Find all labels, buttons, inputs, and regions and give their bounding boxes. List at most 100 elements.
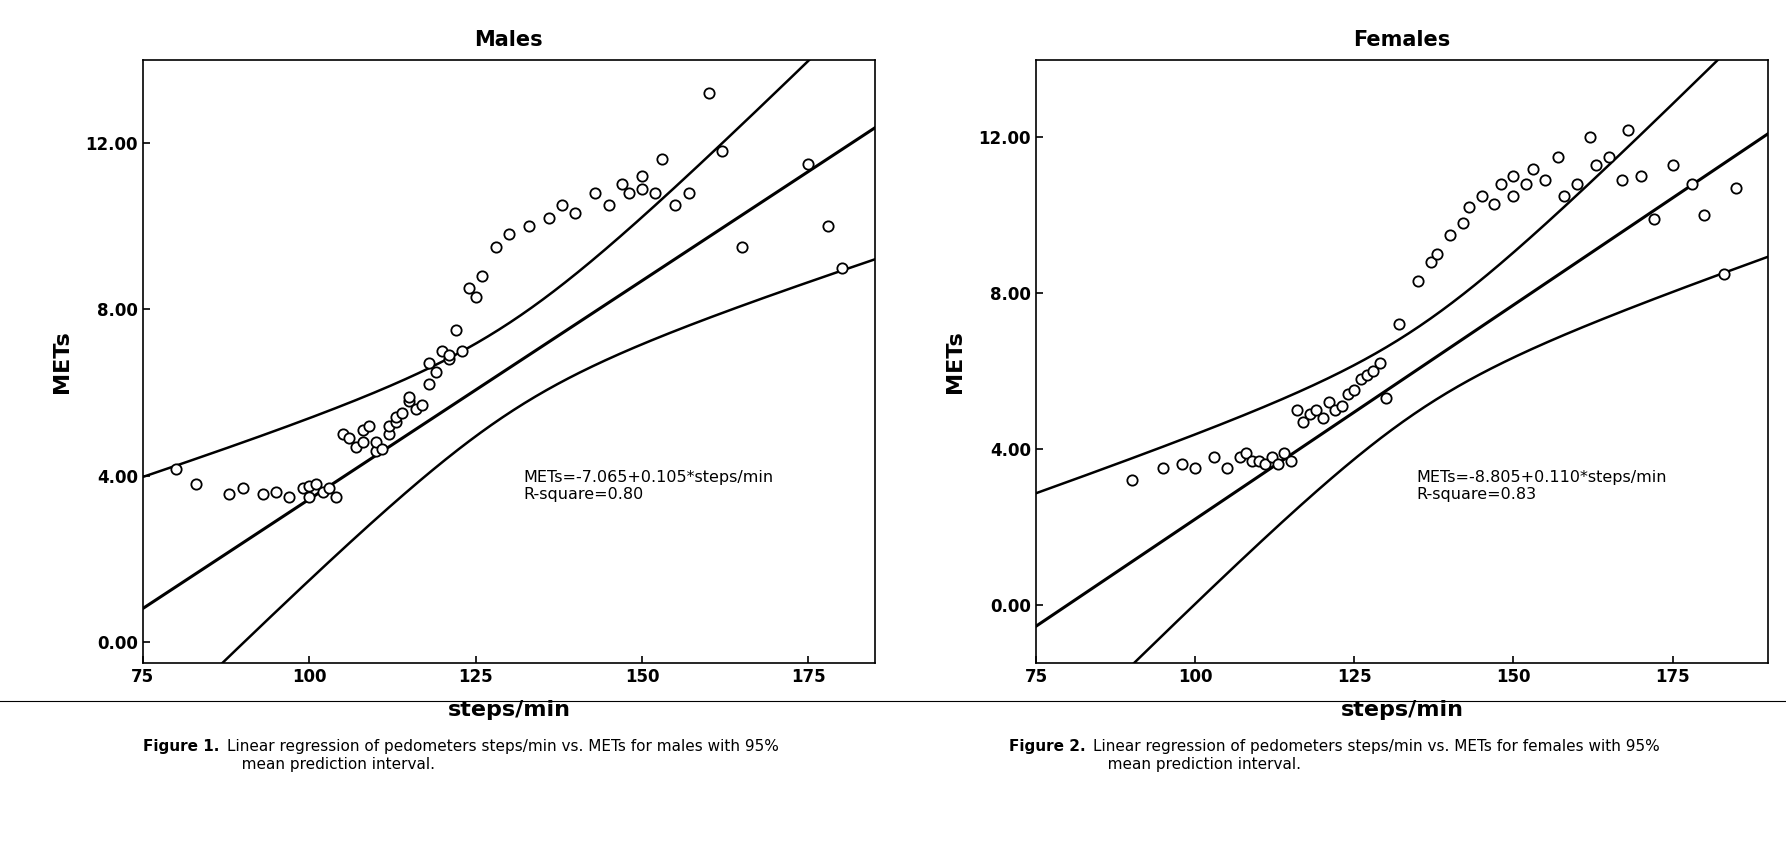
Point xyxy=(1550,189,1579,202)
Point xyxy=(468,269,497,283)
Point xyxy=(441,323,470,337)
Point xyxy=(434,348,463,362)
Point xyxy=(1677,178,1706,191)
Point xyxy=(1498,169,1527,183)
Point xyxy=(1232,446,1261,460)
Point xyxy=(229,481,257,495)
Point xyxy=(1423,247,1452,261)
Text: METs=-7.065+0.105*steps/min
R-square=0.80: METs=-7.065+0.105*steps/min R-square=0.8… xyxy=(523,470,773,502)
Y-axis label: METs: METs xyxy=(52,330,71,393)
Point xyxy=(1181,462,1209,475)
Point xyxy=(1659,158,1688,172)
Point xyxy=(1416,255,1445,269)
Point xyxy=(1289,415,1318,428)
Point xyxy=(1302,403,1331,416)
Point xyxy=(614,186,643,200)
Point xyxy=(661,198,689,212)
Point xyxy=(448,344,477,358)
Point xyxy=(814,219,843,233)
Point xyxy=(1615,122,1643,136)
Point xyxy=(1563,178,1591,191)
Point xyxy=(361,444,389,457)
Point xyxy=(455,281,484,295)
Point xyxy=(627,182,655,196)
Point xyxy=(648,153,677,167)
Title: Females: Females xyxy=(1354,30,1450,49)
Point xyxy=(1238,454,1266,468)
Point xyxy=(309,485,338,499)
Point xyxy=(1307,411,1336,424)
Point xyxy=(421,365,450,378)
Point xyxy=(214,488,243,502)
Point xyxy=(1148,462,1177,475)
Point xyxy=(1481,196,1509,210)
Point xyxy=(1270,446,1298,460)
Text: METs=-8.805+0.110*steps/min
R-square=0.83: METs=-8.805+0.110*steps/min R-square=0.8… xyxy=(1416,470,1668,502)
Point xyxy=(1384,317,1413,331)
Point xyxy=(1722,181,1750,195)
Point xyxy=(707,144,736,158)
X-axis label: steps/min: steps/min xyxy=(1341,700,1463,720)
Point xyxy=(1250,457,1279,471)
Point xyxy=(414,356,443,370)
Point xyxy=(1404,275,1432,288)
Point xyxy=(1282,403,1311,416)
Point xyxy=(329,428,357,441)
Point xyxy=(368,442,396,456)
Point xyxy=(1347,372,1375,386)
Point xyxy=(534,211,563,224)
Point xyxy=(1257,450,1286,463)
Point xyxy=(1372,392,1400,405)
Point xyxy=(302,477,330,490)
Point xyxy=(627,169,655,183)
Point xyxy=(595,198,623,212)
Point xyxy=(1690,208,1718,222)
Text: Figure 1.: Figure 1. xyxy=(143,740,220,755)
Text: Linear regression of pedometers steps/min vs. METs for females with 95%
   mean : Linear regression of pedometers steps/mi… xyxy=(1093,740,1659,772)
Point xyxy=(695,86,723,99)
Point xyxy=(1340,383,1368,397)
Point xyxy=(348,423,377,437)
Point xyxy=(1468,189,1497,202)
Point xyxy=(1322,403,1350,416)
Point xyxy=(727,240,755,253)
Point xyxy=(321,490,350,503)
Point xyxy=(1334,388,1363,401)
Point xyxy=(402,402,430,416)
Point xyxy=(382,411,411,424)
Point xyxy=(434,353,463,366)
Point xyxy=(1518,162,1547,175)
Point xyxy=(182,477,211,490)
Point xyxy=(514,219,543,233)
Point xyxy=(580,186,609,200)
Point xyxy=(263,485,291,499)
Point xyxy=(375,419,404,433)
Point xyxy=(409,398,438,411)
Point xyxy=(295,490,323,503)
Point xyxy=(1352,368,1381,382)
Point xyxy=(395,394,423,408)
Title: Males: Males xyxy=(475,30,543,49)
Point xyxy=(1327,400,1356,413)
Point xyxy=(388,406,416,420)
Point xyxy=(461,290,489,303)
Text: Figure 2.: Figure 2. xyxy=(1009,740,1086,755)
X-axis label: steps/min: steps/min xyxy=(448,700,570,720)
Point xyxy=(295,479,323,493)
Point xyxy=(1366,356,1395,370)
Point xyxy=(375,428,404,441)
Point xyxy=(1314,395,1343,409)
Text: Linear regression of pedometers steps/min vs. METs for males with 95%
   mean pr: Linear regression of pedometers steps/mi… xyxy=(227,740,779,772)
Point xyxy=(675,186,704,200)
Point xyxy=(1575,131,1604,145)
Point xyxy=(1543,150,1572,164)
Point xyxy=(1118,473,1147,487)
Point xyxy=(248,488,277,502)
Point xyxy=(275,490,304,503)
Point xyxy=(1486,178,1515,191)
Point xyxy=(1709,267,1738,280)
Point xyxy=(1168,457,1197,471)
Point xyxy=(1245,454,1273,468)
Point xyxy=(1513,178,1541,191)
Point xyxy=(795,156,823,170)
